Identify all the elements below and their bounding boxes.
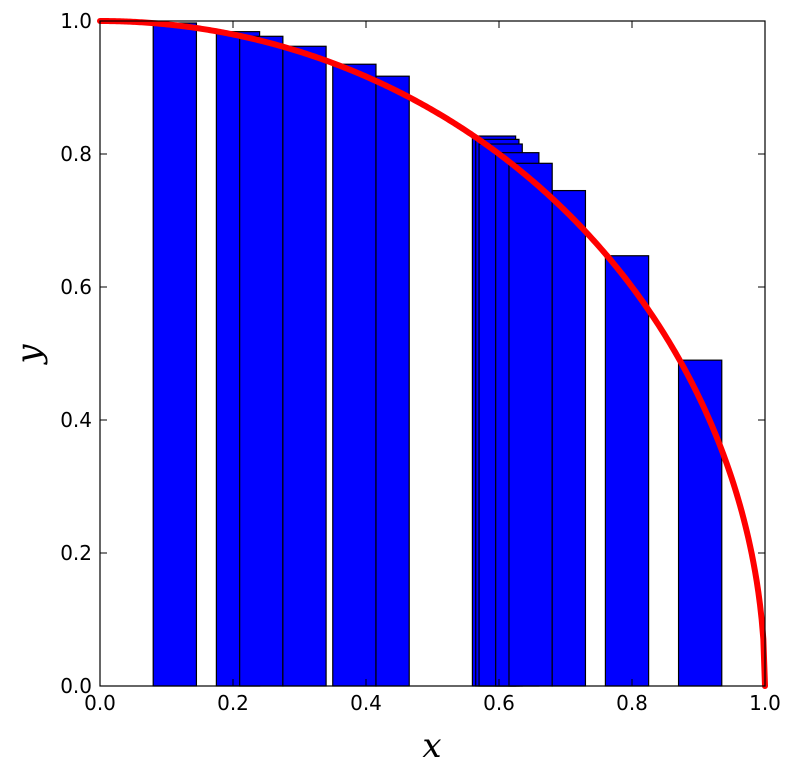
- x-axis-label: x: [422, 726, 441, 766]
- x-tick-label: 0.0: [84, 691, 116, 715]
- bar-3: [239, 35, 284, 687]
- bar-4: [282, 45, 327, 687]
- y-tick-label: 0.6: [60, 275, 92, 299]
- x-tick-label: 0.8: [616, 691, 648, 715]
- bar-6: [375, 75, 410, 687]
- x-tick-label: 0.2: [217, 691, 249, 715]
- y-tick-label: 0.2: [60, 541, 92, 565]
- y-tick-label: 1.0: [60, 9, 92, 33]
- bar-12: [551, 189, 587, 687]
- bar-13: [604, 255, 650, 687]
- x-tick-label: 0.6: [483, 691, 515, 715]
- y-tick-label: 0.8: [60, 142, 92, 166]
- bar-5: [332, 63, 377, 687]
- x-tick-label: 1.0: [749, 691, 781, 715]
- y-tick-label: 0.0: [60, 674, 92, 698]
- ticks-layer: [99, 20, 766, 687]
- bars-layer: [152, 22, 723, 687]
- y-tick-label: 0.4: [60, 408, 92, 432]
- y-axis-label: y: [9, 344, 49, 366]
- quarter-circle-curve: [97, 18, 768, 689]
- tick-labels-layer: 0.0 0.2 0.4 0.6 0.8 1.0 0.0 0.2 0.4 0.6 0.8 1.0: [60, 9, 781, 715]
- bar-11: [508, 162, 553, 687]
- x-tick-label: 0.4: [350, 691, 382, 715]
- bar-1: [152, 22, 198, 687]
- plot-frame: [99, 20, 766, 687]
- bar-14: [677, 359, 723, 687]
